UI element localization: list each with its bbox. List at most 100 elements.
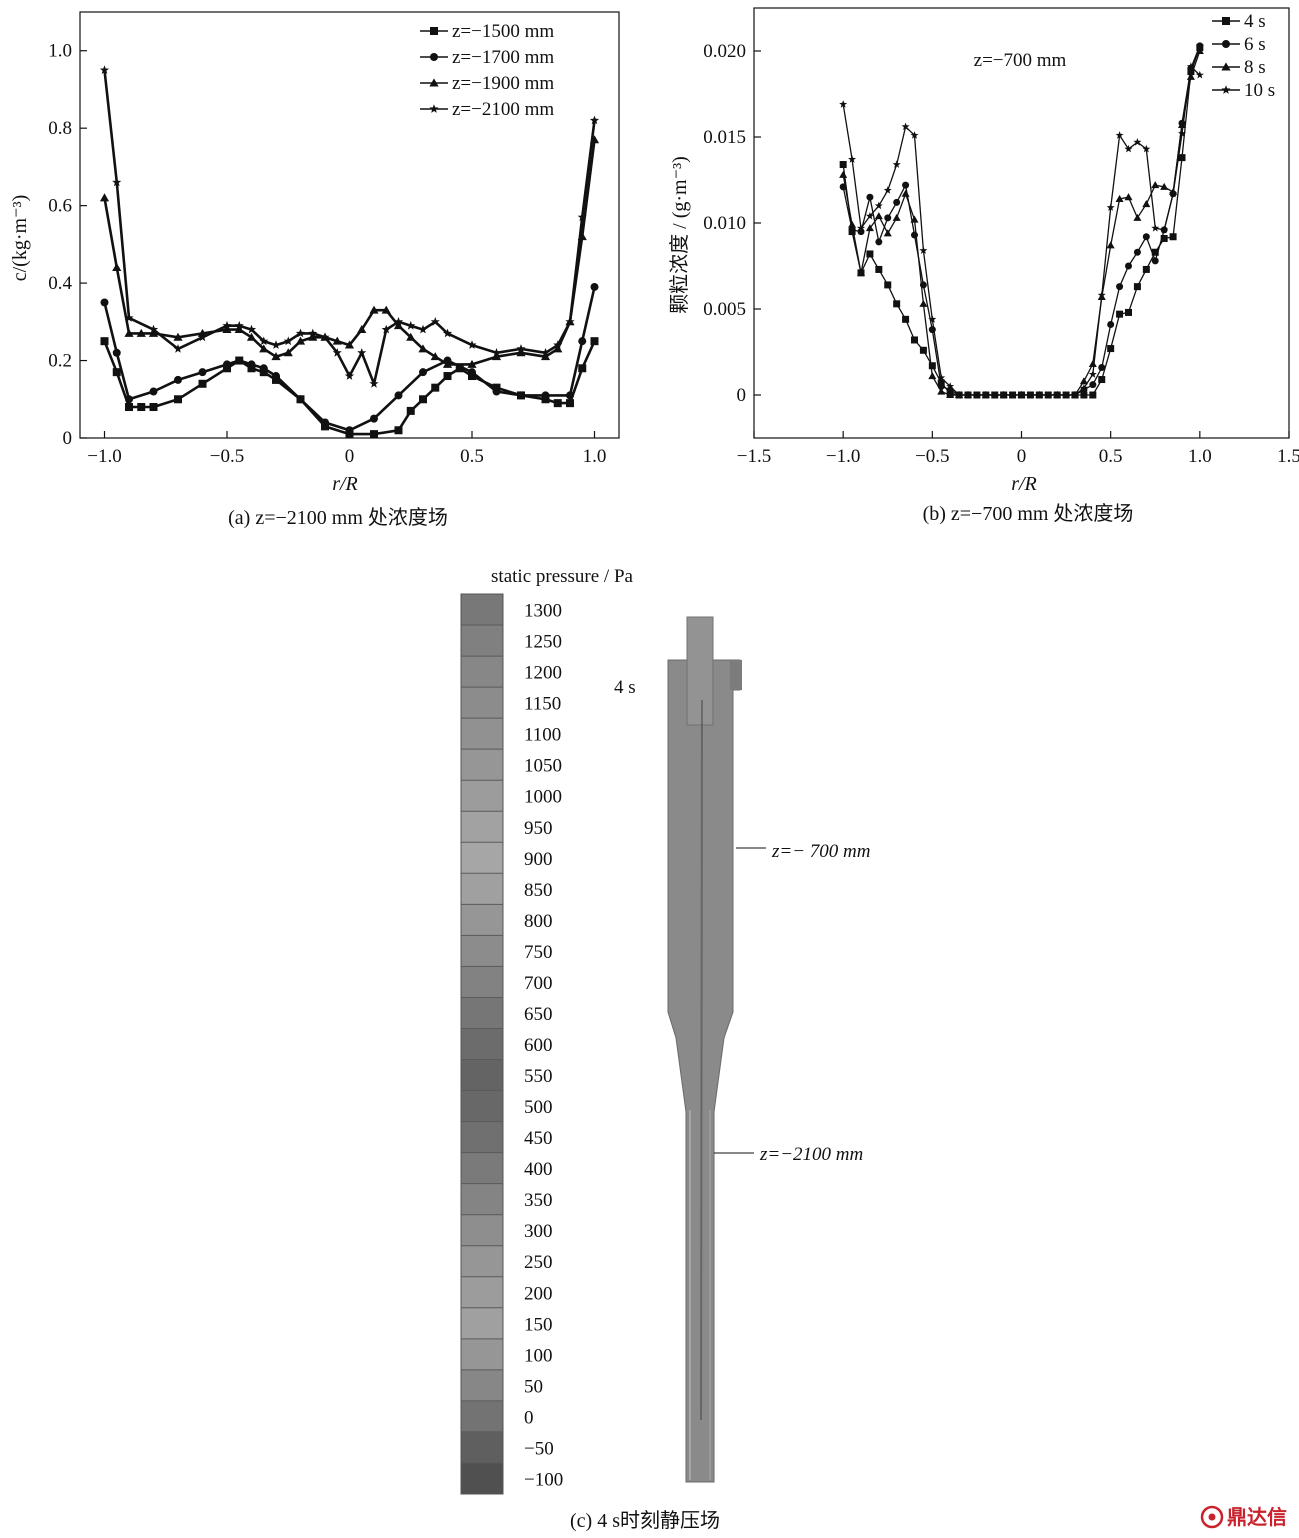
chart-b-series-2-point (901, 189, 910, 197)
chart-a-series-3-point (589, 115, 600, 125)
chart-a-series-2-point (283, 348, 293, 357)
chart-a-series-2-point (308, 332, 318, 341)
chart-a-series-3-point (271, 340, 281, 349)
chart-b-series-2-point (874, 212, 883, 220)
chart-a-series-0-point (174, 395, 182, 404)
chart-b-legend-label: 6 s (1244, 34, 1266, 55)
chart-a-series-0-point (137, 403, 146, 412)
colorbar-segment (461, 1028, 503, 1060)
chart-a-series-2-point (99, 193, 110, 202)
chart-a-series-2-point (540, 352, 551, 361)
chart-b-series-3-point (839, 100, 848, 108)
chart-b-series-3-point (981, 390, 990, 399)
chart-a-series-3-point (393, 317, 404, 326)
chart-b-series-3-point (1079, 383, 1088, 392)
chart-b-series-3-point (883, 186, 892, 194)
colorbar-label: 0 (524, 1407, 534, 1428)
chart-a-series-2-point (553, 344, 563, 353)
colorbar-frame (460, 593, 504, 1495)
chart-a-y-tick-label: 1.0 (48, 41, 72, 62)
colorbar-segment (461, 842, 503, 874)
chart-a-caption: (a) z=−2100 mm 处浓度场 (228, 506, 448, 529)
watermark-logo: 鼎达信 (1200, 1505, 1287, 1529)
chart-a-series-1-point (247, 360, 256, 369)
chart-a-series-2-point (112, 263, 122, 272)
colorbar-segment (461, 1214, 503, 1246)
chart-b-series-2-point (1088, 360, 1097, 368)
chart-a-series-1-line (103, 286, 596, 432)
chart-a-series-1-point (370, 414, 378, 423)
chart-c-static-pressure: static pressure / Pa 1300 1250 1200 1150 110… (460, 566, 1287, 1532)
colorbar-segment (461, 904, 503, 936)
chart-a-series-3-point (283, 336, 293, 346)
chart-b-series-3-point (964, 390, 972, 399)
chart-b-x-tick-label: 0.5 (1099, 446, 1123, 467)
chart-b-series-0-line (842, 47, 1201, 396)
chart-b-series-0-point (893, 300, 901, 308)
chart-a-series-3-point (442, 328, 453, 338)
z2100-label: z=−2100 mm (759, 1144, 863, 1165)
chart-b-series-3-point (937, 373, 946, 382)
chart-b-y-axis-label: 颗粒浓度 / (g·m⁻³) (668, 156, 691, 314)
chart-a-series-1-point (541, 391, 550, 400)
chart-a-series-3-point (295, 328, 306, 338)
chart-b-x-tick-label: −1.5 (737, 446, 771, 467)
chart-b-series-0-point (928, 362, 936, 370)
chart-a-series-3-point (259, 336, 269, 346)
z700-label: z=− 700 mm (771, 841, 870, 862)
chart-c-caption: (c) 4 s时刻静压场 (570, 1509, 720, 1532)
chart-b-series-3-point (865, 211, 874, 220)
chart-a-series-2-point (442, 359, 453, 368)
chart-b-series-3-point (999, 390, 1008, 399)
chart-a-legend-label: z=−1900 mm (452, 73, 554, 94)
chart-b-series-0-point (1151, 248, 1159, 256)
chart-b-legend: 4 s6 s8 s10 s (1212, 11, 1275, 101)
colorbar-segment (461, 1090, 503, 1122)
chart-b-y-tick-label: 0.015 (703, 127, 746, 148)
chart-a-x-tick-label: −1.0 (87, 446, 121, 467)
chart-a-series-2-point (148, 328, 159, 337)
colorbar-segment (461, 1059, 503, 1091)
chart-b-series-3-point (1160, 225, 1169, 234)
chart-b-series-0-point (902, 315, 910, 323)
chart-b-series-1-point (1125, 262, 1132, 270)
chart-a-series-3-point (222, 320, 232, 330)
chart-b-series-2-point (919, 299, 928, 307)
chart-a-series-3-point (565, 317, 575, 326)
chart-b-series-3-point (1071, 390, 1079, 399)
colorbar-label: 700 (524, 973, 553, 994)
chart-b-x-ticks: −1.5 −1.0 −0.5 0 0.5 1.0 1.5 (737, 431, 1299, 467)
chart-b-series-2-point (848, 220, 857, 228)
chart-a-series-3-point (418, 324, 428, 334)
chart-a-series-0-point (443, 372, 452, 381)
chart-a-x-tick-label: 0 (345, 446, 355, 467)
chart-b-series-2-point (946, 390, 955, 399)
chart-a-series-1-point (296, 395, 305, 404)
chart-b-y-ticks: 0 0.005 0.010 0.015 0.020 (703, 41, 761, 406)
colorbar-label: 200 (524, 1283, 553, 1304)
colorbar-segment (461, 780, 503, 812)
chart-a-series-1-point (590, 282, 599, 291)
chart-b-series-3-point (1106, 203, 1115, 211)
colorbar-label: 650 (524, 1004, 553, 1025)
chart-a-series-2-point (430, 352, 440, 361)
chart-b-legend-label: 4 s (1244, 11, 1266, 32)
chart-b-caption: (b) z=−700 mm 处浓度场 (923, 502, 1134, 525)
chart-b-series-2-point (1160, 182, 1169, 190)
chart-b-series-3-point (1053, 390, 1062, 399)
chart-a-series-1-point (321, 418, 329, 427)
colorbar-label: 100 (524, 1345, 553, 1366)
chart-a-series-0-point (553, 399, 562, 408)
chart-b-series-0-point (1116, 310, 1124, 318)
chart-a-series-3-point (540, 348, 551, 357)
chart-b-series-2-point (865, 224, 874, 232)
chart-a-series-3-point (577, 212, 587, 222)
chart-b-x-tick-label: 0 (1017, 446, 1027, 467)
chart-b-series-3-point (955, 390, 964, 399)
chart-b-series-3-point (928, 315, 937, 323)
chart-a-series-3-point (430, 317, 440, 326)
chart-a-series-3-point (99, 65, 110, 74)
chart-a-series-2-point (246, 332, 257, 341)
chart-a-series-2-point (234, 324, 244, 334)
colorbar-label: 1300 (524, 601, 562, 622)
